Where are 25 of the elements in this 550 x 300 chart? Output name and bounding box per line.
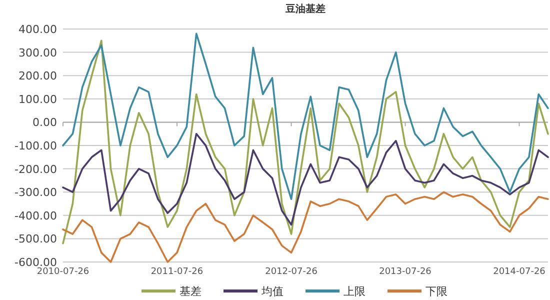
y-tick-label: -100.00 xyxy=(14,140,57,152)
x-tick-label: 2011-07-26 xyxy=(150,267,204,277)
y-tick-label: -400.00 xyxy=(14,209,57,222)
y-tick-label: 100.00 xyxy=(18,92,57,106)
y-tick-label: 0.00 xyxy=(32,116,57,130)
x-tick-label: 2014-07-26 xyxy=(493,267,546,277)
x-tick-label: 2013-07-26 xyxy=(379,267,432,277)
legend-label: 下限 xyxy=(426,285,448,298)
legend-label: 均值 xyxy=(260,285,284,298)
line-series xyxy=(62,191,549,263)
y-tick-label: -300.00 xyxy=(14,186,57,200)
x-tick-label: 2010-07-26 xyxy=(36,267,90,277)
legend-label: 基差 xyxy=(180,285,202,298)
legend-label: 上限 xyxy=(344,285,366,298)
y-tick-label: -500.00 xyxy=(14,232,57,246)
y-tick-label: -200.00 xyxy=(14,162,57,176)
y-tick-label: 200.00 xyxy=(18,70,57,83)
y-tick-label: 300.00 xyxy=(18,46,57,60)
line-series xyxy=(62,32,549,200)
y-tick-label: 400.00 xyxy=(18,23,57,36)
chart-title: 豆油基差 xyxy=(284,3,326,15)
x-tick-label: 2012-07-26 xyxy=(265,267,318,277)
y-tick-label: -600.00 xyxy=(14,256,57,269)
line-series xyxy=(62,132,549,226)
line-series xyxy=(62,40,549,244)
